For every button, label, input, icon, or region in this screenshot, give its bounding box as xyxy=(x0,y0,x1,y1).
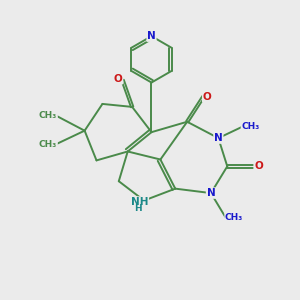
Text: CH₃: CH₃ xyxy=(39,111,57,120)
Text: O: O xyxy=(254,161,263,171)
Text: N: N xyxy=(207,188,215,198)
Text: CH₃: CH₃ xyxy=(225,213,243,222)
Text: CH₃: CH₃ xyxy=(241,122,260,131)
Text: NH: NH xyxy=(131,197,148,207)
Text: O: O xyxy=(203,92,212,101)
Text: N: N xyxy=(147,31,156,41)
Text: N: N xyxy=(214,133,223,143)
Text: CH₃: CH₃ xyxy=(39,140,57,148)
Text: H: H xyxy=(134,204,141,213)
Text: O: O xyxy=(114,74,123,84)
